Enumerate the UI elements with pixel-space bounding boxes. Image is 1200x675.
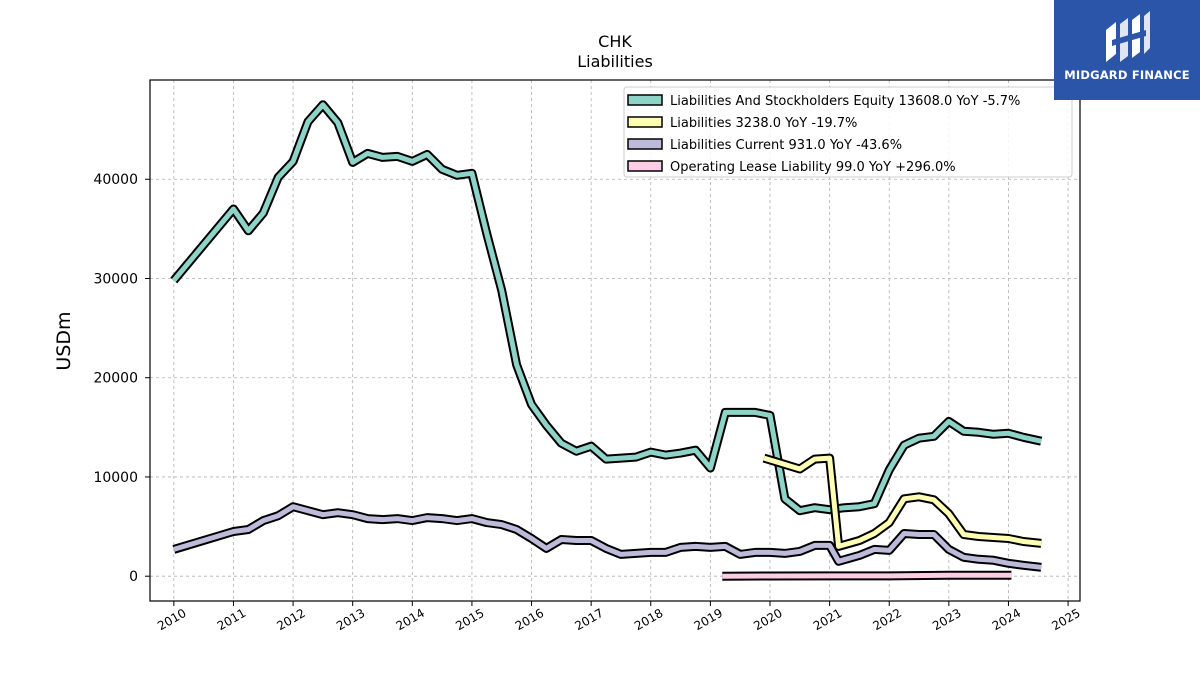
y-tick-label: 20000 [93,371,138,387]
x-tick-label: 2017 [572,606,605,633]
y-axis-label: USDm [53,311,75,370]
series-lines [170,100,1043,581]
legend-box [623,86,1073,178]
x-tick-label: 2011 [215,606,248,633]
brand-mark-icon [1106,11,1150,62]
x-tick-label: 2024 [990,606,1023,633]
axis-ticks: 2010 2011 2012 2013 2014 2015 2016 2017 2018 2019… [93,172,1082,633]
y-tick-label: 0 [129,569,138,585]
legend-label-3: Operating Lease Liability 99.0 YoY +296.… [670,160,956,175]
brand-name: MIDGARD FINANCE [1064,68,1190,82]
x-tick-label: 2025 [1049,606,1082,633]
legend-swatch-2 [627,138,663,150]
legend-label-2: Liabilities Current 931.0 YoY -43.6% [670,138,902,153]
x-tick-label: 2012 [274,606,307,633]
legend: Liabilities And Stockholders Equity 1360… [623,86,1073,178]
x-tick-label: 2016 [513,606,546,633]
series-line-3 [722,572,1012,579]
x-tick-label: 2020 [751,606,784,633]
x-tick-label: 2010 [155,606,188,633]
plot-frame [149,79,1081,602]
legend-swatch-3 [627,160,663,172]
legend-swatch-1 [627,116,663,128]
x-tick-label: 2019 [692,606,725,633]
legend-swatch-0 [627,94,663,106]
x-tick-label: 2013 [334,606,367,633]
y-tick-label: 40000 [93,172,138,188]
x-tick-label: 2018 [632,606,665,633]
chart-subtitle: Liabilities [577,52,653,71]
x-tick-label: 2022 [871,606,904,633]
x-tick-label: 2023 [930,606,963,633]
x-tick-label: 2021 [811,606,844,633]
x-tick-label: 2015 [453,606,486,633]
series-line-2 [173,504,1042,570]
y-tick-label: 30000 [93,271,138,287]
series-outline-2 [172,502,1042,572]
x-tick-label: 2014 [394,606,427,633]
y-tick-label: 10000 [93,470,138,486]
series-line-1 [763,455,1042,549]
brand-logo: MIDGARD FINANCE [1054,0,1200,100]
chart-title: CHK [598,32,632,51]
legend-label-0: Liabilities And Stockholders Equity 1360… [670,94,1020,109]
series-line-0 [171,102,1042,514]
legend-label-1: Liabilities 3238.0 YoY -19.7% [670,116,857,131]
